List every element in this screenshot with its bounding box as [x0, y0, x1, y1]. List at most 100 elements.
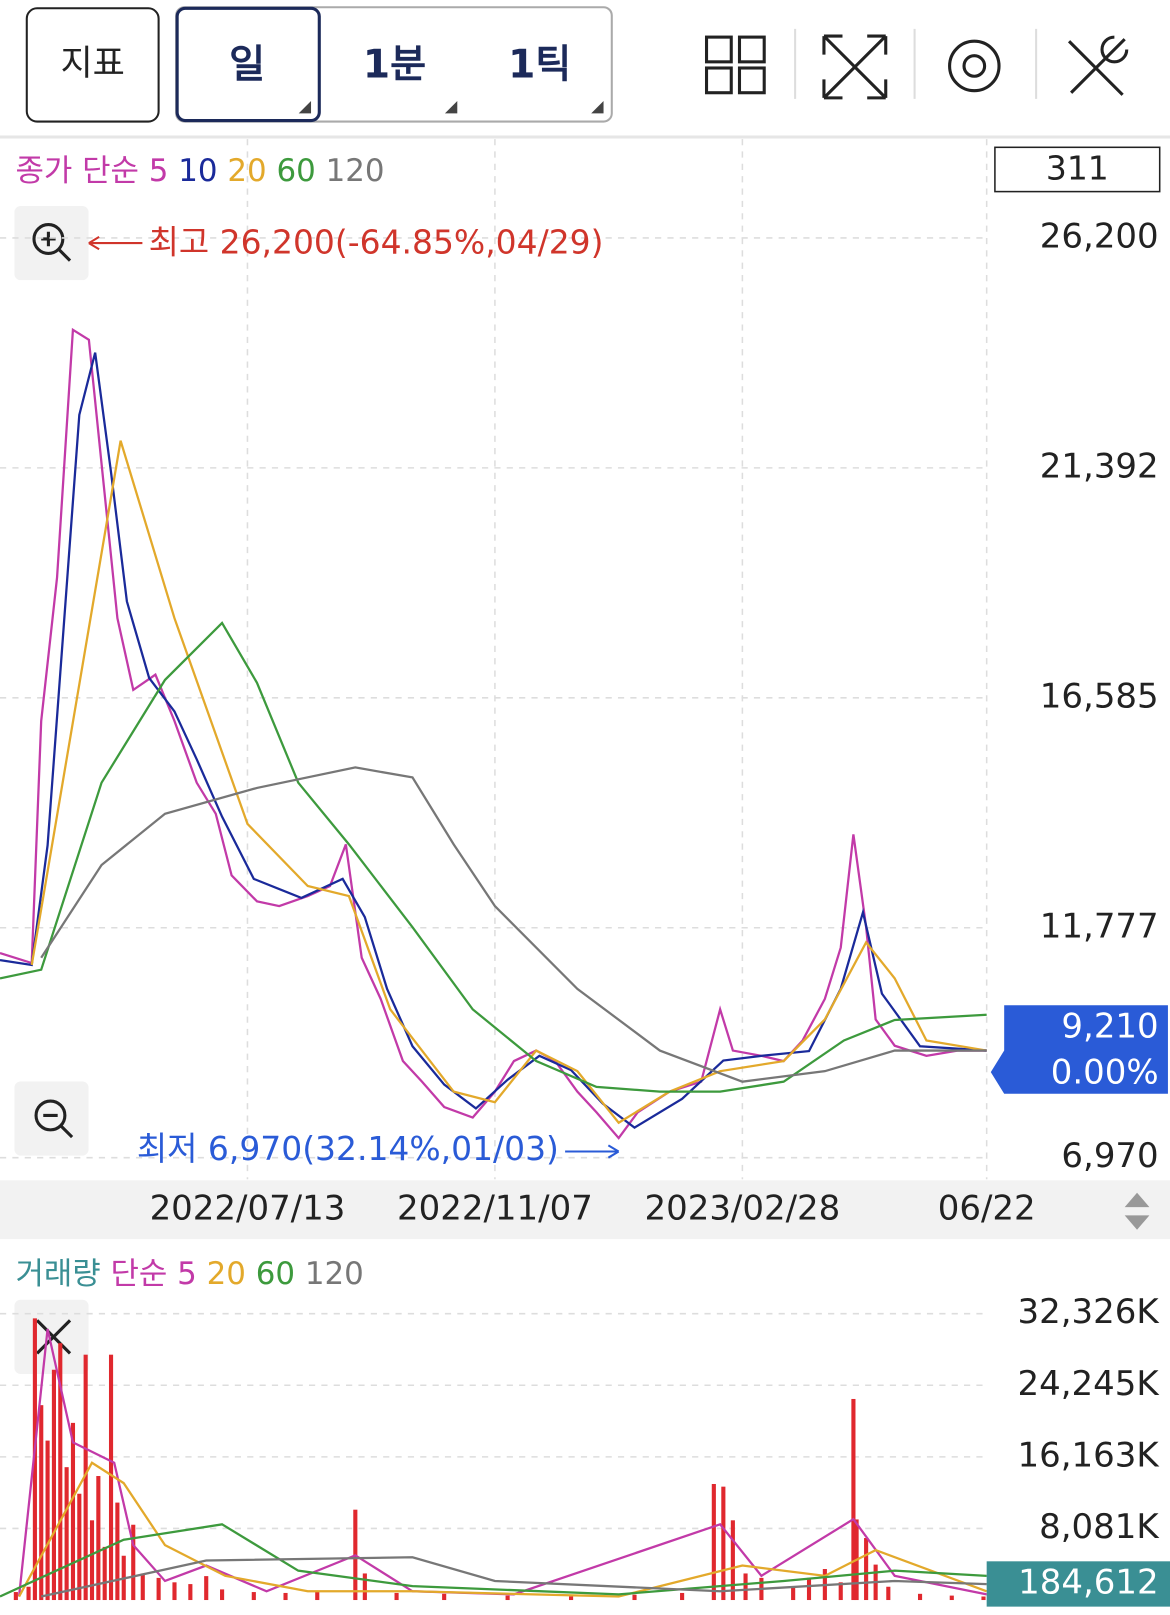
volume-bar	[711, 1483, 716, 1601]
legend-entry: 5	[177, 1256, 197, 1292]
settings-icon[interactable]	[948, 39, 1001, 93]
tab-corner-marks	[298, 100, 604, 114]
low-label: 최저 6,970(32.14%,01/03)	[137, 1129, 559, 1168]
legend-label: 거래량	[15, 1256, 100, 1292]
volume-bar	[721, 1486, 726, 1601]
legend-entry: 60	[276, 153, 315, 189]
x-axis-band	[0, 1180, 1170, 1240]
volume-bar	[102, 1546, 107, 1601]
volume-bar	[632, 1594, 637, 1601]
volume-bar	[156, 1577, 161, 1601]
volume-bar	[115, 1502, 120, 1601]
volume-bar	[505, 1595, 510, 1601]
legend-label: 종가	[15, 153, 72, 189]
last-volume-label: 184,612	[1018, 1562, 1158, 1602]
x-tick-label: 2023/02/28	[644, 1189, 840, 1229]
low-arrow	[565, 1144, 620, 1159]
tools-icon[interactable]	[1067, 35, 1129, 96]
legend-entry: 120	[305, 1256, 364, 1292]
axis-scroll-arrows[interactable]	[1124, 1192, 1150, 1230]
volume-bar	[730, 1520, 735, 1601]
y-tick-label: 11,777	[1040, 906, 1159, 946]
zoom-in-button[interactable]	[14, 206, 89, 281]
period-tab[interactable]: 1틱	[508, 42, 571, 87]
current-price-box	[990, 1005, 1168, 1094]
volume-bar	[315, 1591, 320, 1601]
legend: 종가 단순 5 10 20 60 120	[15, 153, 384, 189]
indicator-button[interactable]	[25, 7, 160, 123]
x-tick-label: 06/22	[938, 1189, 1036, 1229]
period-tab[interactable]: 1분	[363, 42, 426, 87]
volume-bar	[569, 1596, 574, 1601]
legend: 거래량 단순 5 20 60 120	[15, 1256, 363, 1292]
moving-average-line	[40, 1556, 987, 1598]
volume-bar	[89, 1520, 95, 1601]
volume-bar	[39, 1405, 44, 1601]
zoom-out-handle	[43, 1113, 74, 1139]
volume-bar	[64, 1467, 69, 1601]
zoom-out-icon[interactable]	[14, 1081, 89, 1156]
y-tick-label: 16,585	[1040, 676, 1159, 716]
y-tick-label: 6,970	[1061, 1136, 1158, 1176]
change-label: 0.00%	[1051, 1053, 1159, 1093]
indicator-button-label[interactable]: 지표	[60, 44, 124, 84]
volume-bar	[917, 1593, 923, 1601]
high-label: 최고 26,200(-64.85%,04/29)	[149, 223, 604, 262]
volume-bar	[188, 1584, 193, 1601]
count-label: 311	[1046, 148, 1109, 187]
period-tab-selected[interactable]	[175, 6, 321, 123]
volume-bar	[131, 1524, 136, 1601]
y-tick-label: 8,081K	[1039, 1507, 1159, 1547]
x-tick-label: 2022/07/13	[150, 1189, 346, 1229]
volume-bar	[172, 1582, 177, 1601]
volume-bar	[108, 1354, 114, 1601]
y-tick-label: 21,392	[1040, 446, 1159, 486]
volume-bar	[806, 1577, 812, 1601]
volume-bar	[45, 1440, 50, 1601]
legend-entry: 20	[227, 153, 266, 189]
moving-average-line	[40, 766, 987, 1083]
legend-entry: 120	[326, 153, 385, 189]
legend-entry: 5	[149, 153, 169, 189]
legend-entry: 10	[178, 153, 217, 189]
y-tick-label: 26,200	[1040, 216, 1159, 256]
volume-bar	[949, 1595, 954, 1601]
volume-bar	[13, 1592, 18, 1601]
volume-bar	[838, 1582, 843, 1601]
close-volume-icon[interactable]	[14, 1299, 89, 1374]
high-arrow	[88, 236, 143, 251]
zoom-in-icon[interactable]	[14, 206, 89, 281]
legend-entry: 60	[256, 1256, 295, 1292]
y-tick-label: 24,245K	[1018, 1364, 1160, 1404]
volume-bar	[204, 1576, 209, 1601]
moving-average-line	[30, 440, 987, 1125]
legend-method: 단순	[110, 1256, 167, 1292]
volume-bar	[680, 1592, 685, 1601]
volume-bar	[743, 1573, 748, 1601]
volume-bar	[283, 1592, 288, 1601]
volume-bar	[981, 1596, 986, 1601]
moving-average-line	[0, 352, 987, 1129]
volume-bar	[362, 1573, 367, 1601]
period-tab[interactable]: 일	[229, 42, 265, 87]
last-volume-box	[986, 1561, 1170, 1607]
volume-bar	[864, 1538, 869, 1601]
count-box	[994, 146, 1161, 193]
volume-bar	[83, 1354, 88, 1601]
zoom-out-button[interactable]	[14, 1081, 89, 1156]
current-price-label: 9,210	[1061, 1006, 1158, 1046]
y-tick-label: 16,163K	[1018, 1435, 1160, 1475]
y-tick-label: 32,326K	[1018, 1292, 1160, 1332]
moving-average-line	[0, 1523, 987, 1598]
zoom-out-glass	[34, 1099, 67, 1132]
fullscreen-icon[interactable]	[822, 34, 888, 100]
legend-method: 단순	[82, 153, 139, 189]
layout-icon[interactable]	[704, 35, 766, 95]
volume-bar	[851, 1398, 856, 1601]
volume-bar	[26, 1586, 31, 1601]
volume-bar	[140, 1573, 145, 1601]
moving-average-line	[18, 1461, 988, 1598]
volume-bar	[886, 1586, 891, 1601]
